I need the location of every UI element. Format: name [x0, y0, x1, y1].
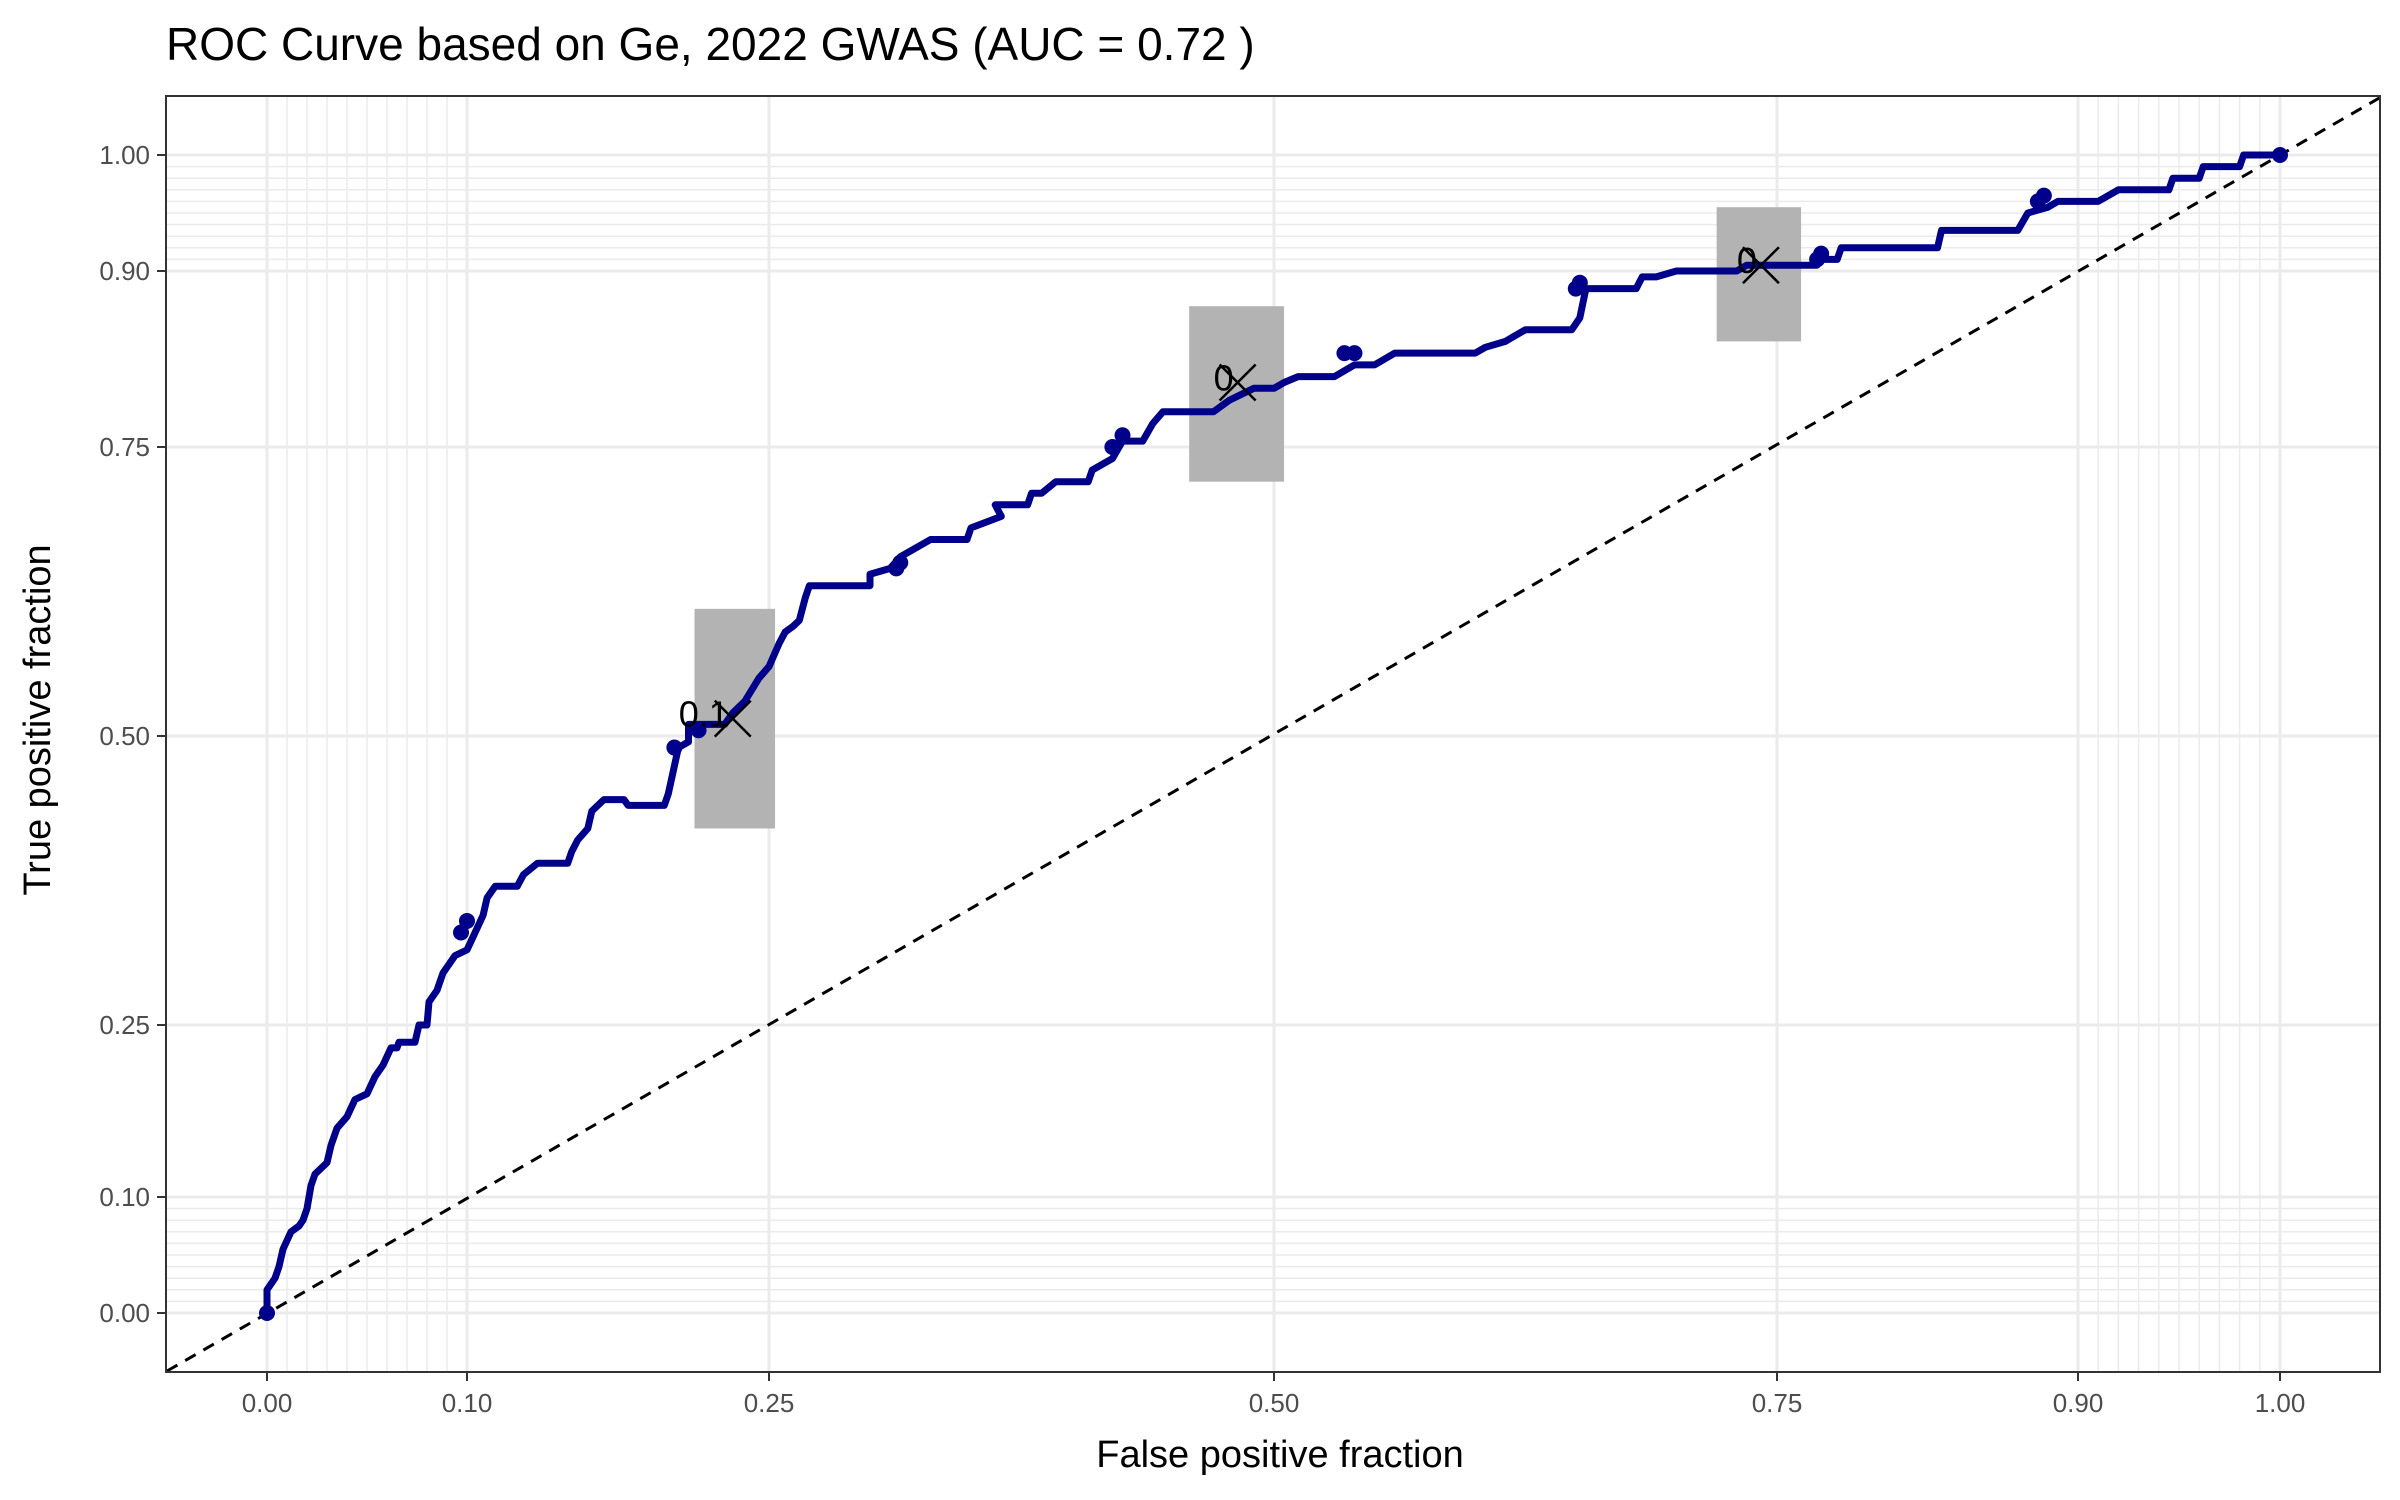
cutoff-label: 0.1 [679, 694, 729, 735]
x-tick-label: 0.25 [744, 1388, 795, 1418]
y-tick-label: 0.90 [99, 256, 150, 286]
y-axis-title: True positive fraction [17, 544, 59, 895]
x-axis-ticks: 0.00 0.10 0.25 0.50 0.75 0.90 1.00 [242, 1372, 2306, 1418]
roc-point [1104, 439, 1121, 455]
roc-point [1346, 345, 1363, 362]
roc-points [259, 147, 2288, 1321]
x-tick-label: 0.00 [242, 1388, 293, 1418]
roc-point [892, 554, 909, 571]
y-tick-label: 0.00 [99, 1298, 150, 1328]
roc-point [259, 1305, 275, 1321]
cutoff-label: 0 [1737, 240, 1757, 281]
y-tick-label: 0.10 [99, 1182, 150, 1212]
roc-point [1813, 245, 1830, 262]
reference-line [166, 95, 2382, 1373]
roc-point [2035, 187, 2052, 204]
cutoff-x-mark [1742, 246, 1780, 285]
x-axis-title: False positive fraction [1096, 1434, 1464, 1476]
roc-point [1571, 274, 1588, 291]
y-tick-label: 1.00 [99, 140, 150, 170]
chart-title: ROC Curve based on Ge, 2022 GWAS (AUC = … [166, 18, 1255, 70]
x-tick-label: 0.50 [1249, 1388, 1300, 1418]
x-tick-label: 1.00 [2255, 1388, 2306, 1418]
roc-point [2272, 147, 2288, 163]
cutoff-x-mark [713, 699, 752, 738]
cutoff-markers: 0.1 0 0 [679, 240, 1780, 738]
y-axis-ticks: 0.00 0.10 0.25 0.50 0.75 0.90 1.00 [99, 140, 166, 1328]
roc-line [263, 151, 2280, 1313]
x-tick-label: 0.90 [2053, 1388, 2104, 1418]
roc-curve [263, 151, 2280, 1313]
diagonal-reference-line [166, 95, 2382, 1373]
confidence-box [694, 608, 776, 829]
x-tick-label: 0.10 [442, 1388, 493, 1418]
cutoff-label: 0 [1214, 357, 1234, 398]
roc-point [690, 722, 707, 739]
y-tick-label: 0.25 [99, 1010, 150, 1040]
y-tick-label: 0.75 [99, 432, 150, 462]
roc-point [1114, 427, 1131, 444]
y-tick-label: 0.50 [99, 721, 150, 751]
x-tick-label: 0.75 [1752, 1388, 1803, 1418]
roc-point [666, 739, 683, 756]
roc-point [459, 912, 475, 929]
cutoff-x-mark [1218, 363, 1257, 402]
